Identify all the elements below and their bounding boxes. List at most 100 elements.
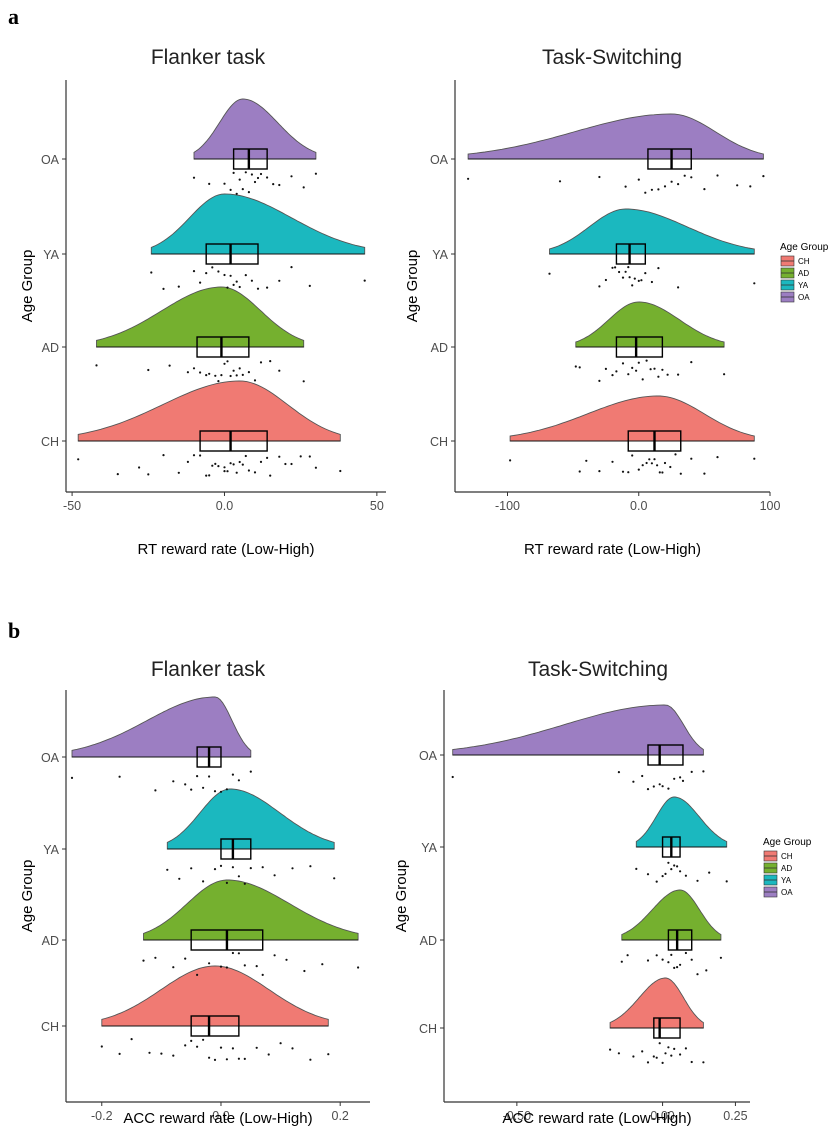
data-point xyxy=(278,279,281,282)
data-point xyxy=(615,370,618,373)
data-point xyxy=(627,266,630,269)
data-point xyxy=(177,285,180,288)
data-point xyxy=(661,1061,664,1064)
data-point xyxy=(578,366,581,369)
data-point xyxy=(278,183,281,187)
data-point xyxy=(357,966,360,969)
data-point xyxy=(223,470,226,473)
data-point xyxy=(278,455,281,458)
data-point xyxy=(604,278,608,282)
data-point xyxy=(154,789,157,792)
data-point xyxy=(302,380,305,383)
data-point xyxy=(690,958,693,961)
data-point xyxy=(284,462,287,466)
chart-a-task-switching: Task-Switching CH AD YA OA -100 0.0 100 RT rewar… xyxy=(404,46,780,558)
data-point xyxy=(641,464,644,467)
data-point xyxy=(641,378,644,381)
data-point xyxy=(225,1058,228,1061)
series-OA xyxy=(451,704,705,791)
data-point xyxy=(624,185,627,188)
data-point xyxy=(621,470,625,473)
data-point xyxy=(696,879,699,882)
data-point xyxy=(339,469,342,473)
ytick-label-AD: AD xyxy=(42,341,59,355)
data-point xyxy=(142,959,145,962)
data-point xyxy=(235,192,238,195)
chart-title: Task-Switching xyxy=(528,658,668,681)
data-point xyxy=(150,271,153,274)
data-point xyxy=(661,875,664,878)
box-AD xyxy=(196,336,250,358)
cloud-YA xyxy=(635,796,728,848)
data-point xyxy=(631,366,634,369)
data-point xyxy=(656,464,659,467)
ytick-label-CH: CH xyxy=(41,1020,59,1034)
data-point xyxy=(217,465,220,468)
box-OA xyxy=(647,744,684,766)
ytick-label-CH: CH xyxy=(430,435,448,449)
data-point xyxy=(684,951,688,955)
data-point xyxy=(273,874,276,877)
data-point xyxy=(658,783,661,786)
data-point xyxy=(256,176,260,180)
data-point xyxy=(667,1046,670,1049)
ytick-label-OA: OA xyxy=(41,153,60,167)
data-point xyxy=(231,951,234,955)
data-point xyxy=(670,953,673,957)
data-point xyxy=(244,454,247,458)
data-point xyxy=(309,1058,312,1061)
data-point xyxy=(657,375,660,378)
data-point xyxy=(219,864,223,868)
data-point xyxy=(226,286,229,289)
data-point xyxy=(231,1047,234,1050)
data-point xyxy=(611,266,614,269)
chart-title: Flanker task xyxy=(151,46,266,69)
data-point xyxy=(256,287,260,290)
series-AD xyxy=(620,889,723,976)
data-point xyxy=(241,188,244,191)
data-point xyxy=(237,1057,240,1060)
data-point xyxy=(196,973,199,977)
y-axis-label: Age Group xyxy=(393,860,410,933)
data-point xyxy=(269,360,272,363)
data-point xyxy=(467,177,470,180)
data-point xyxy=(736,184,739,187)
data-point xyxy=(646,1061,650,1064)
data-point xyxy=(186,460,189,463)
data-point xyxy=(620,960,623,963)
xtick-label: 0.2 xyxy=(332,1109,349,1123)
data-point xyxy=(172,1054,175,1057)
data-point xyxy=(235,374,238,377)
series-AD xyxy=(95,286,305,383)
data-point xyxy=(205,272,208,275)
data-point xyxy=(308,284,311,287)
y-axis-label: Age Group xyxy=(19,250,36,323)
data-point xyxy=(327,1053,330,1056)
data-point xyxy=(259,172,263,176)
series-CH xyxy=(609,977,705,1064)
data-point xyxy=(184,1044,187,1047)
data-point xyxy=(333,877,336,880)
data-point xyxy=(679,472,682,475)
legend-b: Age Group CH AD YA OA xyxy=(763,837,812,898)
series-CH xyxy=(77,380,342,477)
data-point xyxy=(205,374,208,377)
data-point xyxy=(676,966,679,969)
data-point xyxy=(247,469,250,472)
series-YA xyxy=(166,788,336,885)
series-CH xyxy=(100,965,330,1061)
data-point xyxy=(214,462,217,465)
data-point xyxy=(255,1046,258,1049)
legends-layer: Age Group CH AD YA OA Age Group CH AD YA OA xyxy=(763,242,829,898)
data-point xyxy=(696,973,699,976)
data-point xyxy=(749,185,752,188)
data-point xyxy=(199,281,202,284)
box-YA xyxy=(220,838,252,860)
data-point xyxy=(199,454,202,457)
data-point xyxy=(238,367,241,370)
data-point xyxy=(229,374,232,378)
data-point xyxy=(661,958,664,961)
data-point xyxy=(162,287,165,290)
data-point xyxy=(205,474,208,477)
data-point xyxy=(641,1050,644,1053)
